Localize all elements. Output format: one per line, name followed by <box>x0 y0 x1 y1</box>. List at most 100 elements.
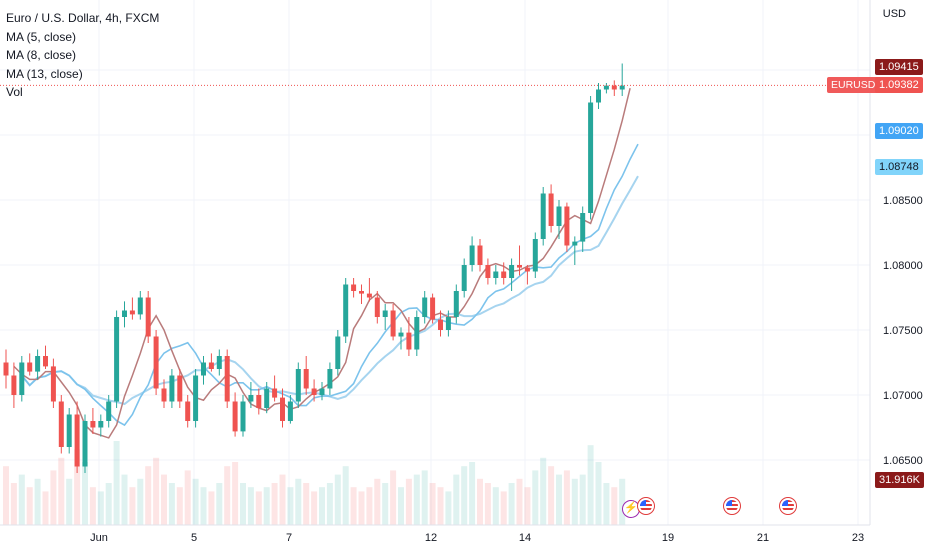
volume-bar <box>153 457 160 525</box>
volume-bar <box>579 474 586 525</box>
volume-bar <box>105 483 112 525</box>
candle-body <box>319 388 325 395</box>
volume-bar <box>255 491 262 525</box>
high-price-tag: 1.09415 <box>875 59 923 75</box>
volume-bar <box>192 478 199 525</box>
candle-body <box>517 265 522 268</box>
candle-body <box>137 297 143 315</box>
volume-bar <box>10 483 17 525</box>
candle-body <box>35 356 41 372</box>
candle-body <box>366 293 372 298</box>
candle-body <box>414 317 420 350</box>
volume-bar <box>50 470 57 525</box>
volume-bar <box>129 487 136 525</box>
candle-body <box>58 401 64 447</box>
volume-bar <box>508 483 515 525</box>
volume-bar <box>311 491 318 525</box>
candle-body <box>501 271 507 278</box>
last-price-tag: 1.09382 <box>875 77 923 93</box>
time-tick-label: 23 <box>852 532 864 544</box>
volume-bar <box>240 483 246 525</box>
candle-body <box>232 401 238 432</box>
volume-bar <box>319 487 325 525</box>
time-tick-label: 12 <box>425 532 437 544</box>
volume-bar <box>374 478 381 525</box>
volume-bar <box>113 441 120 525</box>
price-tick-label: 1.07500 <box>883 325 923 337</box>
currency-label[interactable]: USD <box>882 8 906 20</box>
candle-body <box>240 401 246 432</box>
volume-bar <box>556 474 562 525</box>
symbol-price-tag: EURUSD <box>827 77 880 93</box>
volume-bar <box>247 487 254 525</box>
volume-bar <box>334 474 341 525</box>
volume-bar <box>437 487 444 525</box>
candle-body <box>374 297 380 317</box>
candle-body <box>596 89 601 103</box>
volume-bar <box>303 483 310 525</box>
candle-body <box>438 319 443 330</box>
time-tick-label: 5 <box>191 532 197 544</box>
us-event-flag-icon[interactable] <box>723 497 741 515</box>
volume-bar <box>421 470 428 525</box>
time-tick-label: 19 <box>662 532 674 544</box>
volume-bar <box>540 457 547 525</box>
candle-body <box>611 85 617 90</box>
volume-bar <box>350 487 357 525</box>
candle-body <box>248 395 254 402</box>
price-tick-label: 1.08500 <box>883 195 923 207</box>
time-tick-label: Jun <box>90 532 108 544</box>
candle-body <box>390 310 396 337</box>
volume-bar <box>413 474 420 525</box>
volume-bar <box>445 491 452 525</box>
candle-body <box>185 401 191 421</box>
candle-body <box>122 310 127 317</box>
volume-bar <box>42 491 49 525</box>
volume-bar <box>571 478 578 525</box>
volume-bar <box>326 483 333 525</box>
volume-bar <box>97 491 104 525</box>
volume-bar <box>516 478 523 525</box>
candle-body <box>556 206 562 226</box>
time-axis[interactable]: Jun 5 7 12 14 19 21 23 <box>90 532 864 544</box>
volume-bar <box>26 487 33 525</box>
volume-bar <box>563 470 570 525</box>
candle-body <box>422 297 428 317</box>
candle-body <box>398 332 404 337</box>
candle-body <box>216 356 222 369</box>
us-event-flag-icon[interactable] <box>779 497 797 515</box>
volume-bar <box>429 483 436 525</box>
candle-body <box>66 414 72 447</box>
price-tick-label: 1.07000 <box>883 390 923 402</box>
volume-bar <box>137 478 144 525</box>
flash-event-icon[interactable]: ⚡ <box>622 500 640 518</box>
legend-ma13[interactable]: MA (13, close) <box>6 66 83 81</box>
candle-body <box>453 291 459 317</box>
volume-bar <box>405 478 412 525</box>
candle-body <box>532 239 538 272</box>
volume-bar <box>295 478 302 525</box>
candle-body <box>264 388 270 408</box>
candle-body <box>343 284 349 337</box>
volume-bar <box>3 466 9 525</box>
candle-body <box>572 241 578 246</box>
ma8-price-tag: 1.09020 <box>875 123 923 139</box>
volume-bar <box>34 478 41 525</box>
candle-body <box>287 401 293 421</box>
volume-bar <box>500 491 507 525</box>
legend-ma5[interactable]: MA (5, close) <box>6 29 77 44</box>
price-tick-label: 1.06500 <box>883 455 923 467</box>
symbol-title[interactable]: Euro / U.S. Dollar, 4h, FXCM <box>6 11 160 25</box>
legend-volume[interactable]: Vol <box>6 85 23 99</box>
price-axis[interactable]: 1.08500 1.08000 1.07500 1.07000 1.06500 <box>883 195 923 467</box>
volume-bar <box>382 483 389 525</box>
volume-bar <box>216 483 223 525</box>
legend-ma8[interactable]: MA (8, close) <box>6 48 77 62</box>
chart-legend: Euro / U.S. Dollar, 4h, FXCM MA (5, clos… <box>6 9 159 102</box>
candle-body <box>303 369 309 389</box>
volume-bar <box>82 462 88 525</box>
us-event-flag-icon[interactable] <box>637 497 655 515</box>
ma13-price-tag: 1.08748 <box>875 159 923 175</box>
volume-bar <box>366 487 373 525</box>
